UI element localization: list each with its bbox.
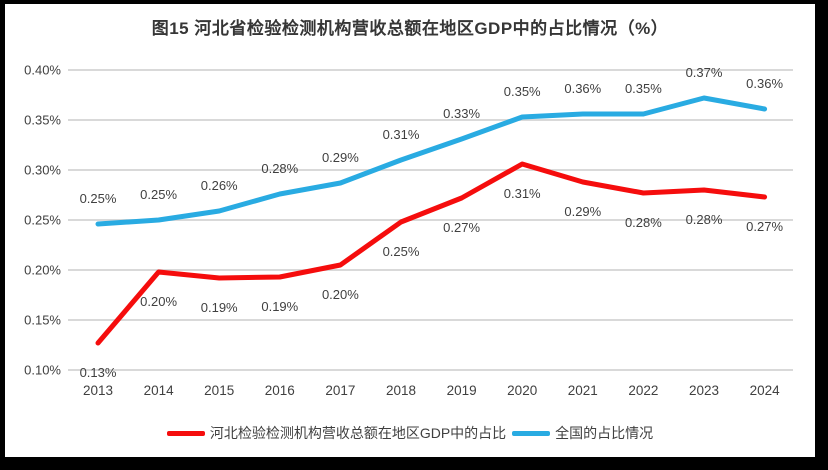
data-label: 0.20% [322, 287, 359, 302]
data-label: 0.35% [625, 81, 662, 96]
legend-item-hebei: 河北检验检测机构营收总额在地区GDP中的占比 [166, 423, 507, 443]
data-label: 0.19% [201, 300, 238, 315]
chart-panel: 图15 河北省检验检测机构营收总额在地区GDP中的占比情况（%） 0.40% 0.… [5, 4, 815, 457]
y-tick-label: 0.35% [24, 113, 61, 128]
data-label: 0.25% [140, 187, 177, 202]
legend-item-national: 全国的占比情况 [512, 423, 653, 443]
y-tick-label: 0.20% [24, 263, 61, 278]
data-label: 0.35% [504, 84, 541, 99]
data-label: 0.28% [686, 212, 723, 227]
data-label: 0.36% [746, 76, 783, 91]
legend-line-swatch-blue [512, 430, 551, 436]
x-axis-label: 2022 [628, 383, 658, 398]
data-label: 0.28% [625, 215, 662, 230]
data-label: 0.27% [443, 220, 480, 235]
legend-label-national: 全国的占比情况 [555, 425, 654, 441]
x-axis-label: 2015 [204, 383, 234, 398]
x-axis-label: 2013 [83, 383, 113, 398]
x-axis-label: 2021 [568, 383, 598, 398]
data-label: 0.31% [383, 127, 420, 142]
data-label: 0.31% [504, 186, 541, 201]
data-label: 0.29% [322, 150, 359, 165]
x-axis-label: 2023 [689, 383, 719, 398]
legend-line-swatch-red [166, 430, 205, 436]
x-axis-label: 2024 [750, 383, 781, 398]
data-label: 0.13% [80, 365, 117, 380]
data-label: 0.19% [261, 299, 298, 314]
data-label: 0.20% [140, 294, 177, 309]
chart-legend: 河北检验检测机构营收总额在地区GDP中的占比 全国的占比情况 [5, 423, 815, 443]
x-axis-label: 2017 [325, 383, 355, 398]
y-tick-label: 0.25% [24, 213, 61, 228]
x-axis-label: 2020 [507, 383, 537, 398]
y-tick-label: 0.30% [24, 163, 61, 178]
line-chart: 0.40% 0.35% 0.30% 0.25% 0.20% 0.15% 0.10% 2013 2… [24, 63, 793, 398]
chart-title: 图15 河北省检验检测机构营收总额在地区GDP中的占比情况（%） [151, 19, 669, 38]
y-tick-label: 0.40% [24, 63, 61, 78]
x-axis-label: 2016 [265, 383, 295, 398]
data-label: 0.27% [746, 219, 783, 234]
data-label: 0.36% [564, 81, 601, 96]
x-axis-label: 2014 [144, 383, 175, 398]
series-line-hebei [95, 161, 768, 346]
y-tick-label: 0.10% [24, 363, 61, 378]
data-label: 0.28% [261, 161, 298, 176]
data-label: 0.25% [80, 191, 117, 206]
series-line-national [95, 95, 768, 227]
data-label: 0.29% [564, 204, 601, 219]
data-label: 0.25% [383, 244, 420, 259]
data-label: 0.26% [201, 178, 238, 193]
data-label: 0.37% [686, 65, 723, 80]
x-axis-label: 2019 [447, 383, 477, 398]
legend-label-hebei: 河北检验检测机构营收总额在地区GDP中的占比 [209, 425, 507, 441]
data-label: 0.33% [443, 106, 480, 121]
x-axis-label: 2018 [386, 383, 416, 398]
y-tick-label: 0.15% [24, 313, 61, 328]
